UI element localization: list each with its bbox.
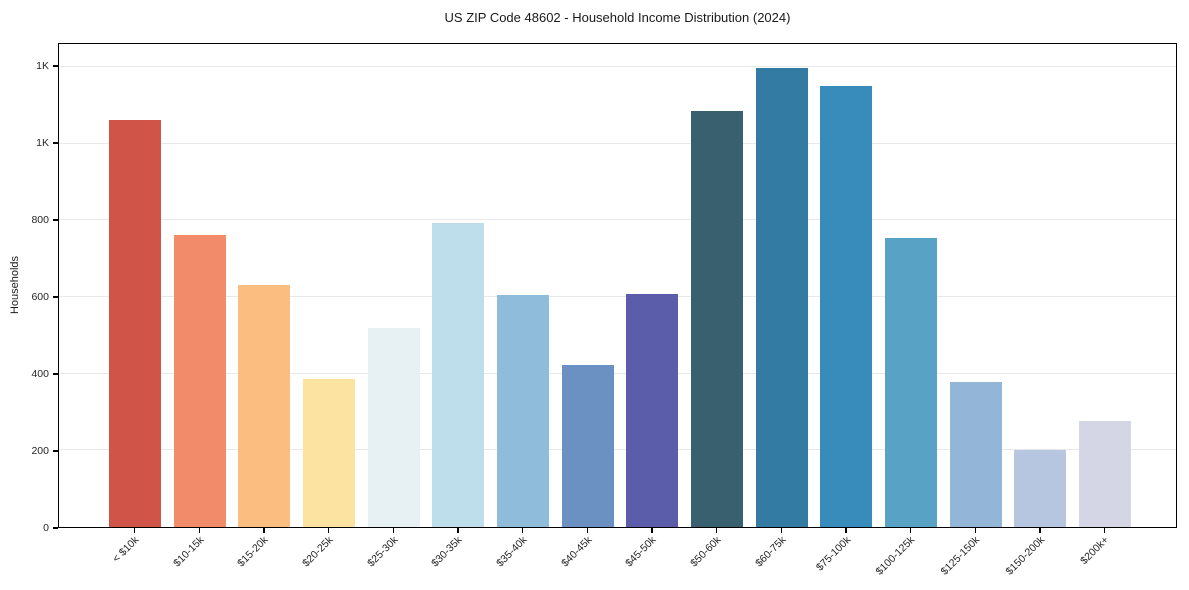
- x-tick-mark: [910, 528, 912, 533]
- x-tick-label-text: $20-25k: [300, 534, 336, 570]
- x-tick-label-text: $50-60k: [688, 534, 724, 570]
- x-tick-mark: [780, 528, 782, 533]
- x-tick-label-text: $10-15k: [170, 534, 207, 570]
- bar-$150-200k: [1014, 449, 1067, 527]
- x-tick-mark: [974, 528, 976, 533]
- y-tick-mark: [53, 296, 58, 298]
- bar-$15-20k: [238, 285, 291, 527]
- bar-$45-50k: [626, 293, 679, 527]
- x-tick-label-text: $200k+: [1078, 534, 1112, 568]
- bar-$35-40k: [497, 295, 549, 527]
- x-tick-label-text: $35-40k: [494, 534, 530, 570]
- y-tick-label: 0: [43, 522, 49, 534]
- x-tick-mark: [392, 528, 394, 533]
- gridline: [59, 66, 1176, 67]
- y-tick-mark: [53, 142, 58, 144]
- bar-$50-60k: [691, 111, 743, 527]
- y-tick-label: 1K: [36, 137, 49, 150]
- x-tick-mark: [457, 528, 459, 533]
- x-tick-mark: [263, 528, 265, 533]
- bar-$20-25k: [303, 378, 355, 527]
- gridline: [59, 449, 1176, 451]
- y-axis-label: Households: [9, 255, 21, 315]
- bar-$75-100k: [820, 86, 873, 527]
- gridline: [59, 372, 1176, 374]
- bar-$125-150k: [949, 382, 1002, 527]
- gridline: [59, 219, 1176, 221]
- chart-title: US ZIP Code 48602 - Household Income Dis…: [444, 10, 791, 25]
- y-tick-mark: [53, 450, 58, 452]
- x-tick-mark: [845, 528, 847, 533]
- x-tick-label-text: $60-75k: [752, 534, 789, 570]
- x-tick-label-text: $45-50k: [623, 534, 659, 570]
- bar-$40-45k: [561, 364, 614, 527]
- bar-$60-75k: [755, 68, 808, 527]
- x-tick-label-text: $125-150k: [938, 534, 983, 578]
- x-tick-mark: [586, 528, 588, 533]
- y-tick-label: 400: [31, 368, 49, 381]
- x-tick-label-text: < $10k: [110, 534, 142, 565]
- y-tick-label: 600: [31, 291, 49, 304]
- x-tick-mark: [134, 528, 136, 533]
- plot-area: [58, 43, 1177, 528]
- bar-$100-125k: [885, 238, 937, 527]
- x-tick-label-text: $150-200k: [1003, 534, 1047, 578]
- gridline: [59, 296, 1176, 297]
- bar-$25-30k: [367, 328, 420, 527]
- y-tick-label: 200: [31, 445, 49, 458]
- x-tick-mark: [716, 528, 718, 533]
- bar-$30-35k: [432, 223, 485, 527]
- x-tick-mark: [198, 528, 200, 533]
- bar-$10-15k: [173, 235, 226, 527]
- bar-< $10k: [109, 119, 161, 527]
- x-tick-label-text: $100-125k: [873, 534, 918, 578]
- y-tick-mark: [53, 219, 58, 221]
- y-tick-label: 800: [31, 214, 49, 227]
- y-tick-label: 1K: [36, 60, 49, 73]
- x-tick-label-text: $30-35k: [429, 534, 465, 570]
- gridline: [59, 142, 1176, 144]
- x-tick-label-text: $25-30k: [364, 534, 401, 570]
- x-tick-label-text: $15-20k: [235, 534, 271, 570]
- y-tick-mark: [53, 373, 58, 375]
- y-tick-mark: [53, 65, 58, 67]
- x-tick-label-text: $75-100k: [813, 534, 853, 574]
- x-tick-label-text: $40-45k: [558, 534, 595, 570]
- x-tick-mark: [1104, 528, 1106, 533]
- x-tick-mark: [328, 528, 330, 533]
- x-tick-mark: [651, 528, 653, 533]
- y-tick-mark: [53, 527, 58, 529]
- bar-$200k+: [1079, 420, 1131, 527]
- x-tick-mark: [522, 528, 524, 533]
- x-tick-mark: [1039, 528, 1041, 533]
